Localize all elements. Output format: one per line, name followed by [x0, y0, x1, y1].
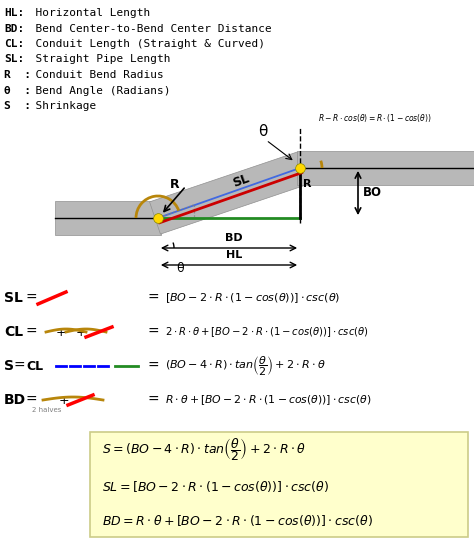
Text: BD:: BD:: [4, 23, 24, 34]
Text: Straight Pipe Length: Straight Pipe Length: [22, 55, 171, 64]
Text: $SL=\left[BO-2\cdot R\cdot(1-cos(\theta))\right]\cdot csc(\theta)$: $SL=\left[BO-2\cdot R\cdot(1-cos(\theta)…: [102, 479, 329, 494]
Text: +: +: [76, 326, 87, 339]
Text: Bend Angle (Radians): Bend Angle (Radians): [22, 85, 171, 96]
Text: +: +: [59, 393, 70, 406]
FancyBboxPatch shape: [90, 432, 468, 537]
Text: Shrinkage: Shrinkage: [22, 101, 96, 111]
Text: HL: HL: [226, 250, 242, 260]
Text: CL: CL: [26, 360, 43, 373]
Text: Conduit Bend Radius: Conduit Bend Radius: [22, 70, 164, 80]
Text: $(BO-4\cdot R)\cdot tan\left(\dfrac{\theta}{2}\right)+2\cdot R\cdot\theta$: $(BO-4\cdot R)\cdot tan\left(\dfrac{\the…: [165, 354, 326, 378]
Text: =: =: [26, 393, 37, 407]
Text: BD: BD: [4, 393, 26, 407]
Text: =: =: [14, 359, 26, 373]
Text: CL:: CL:: [4, 39, 24, 49]
Text: =: =: [26, 291, 37, 305]
Text: =: =: [148, 291, 160, 305]
Text: $R-R\cdot cos(\theta)=R\cdot(1-cos(\theta))$: $R-R\cdot cos(\theta)=R\cdot(1-cos(\thet…: [318, 112, 432, 124]
Text: θ: θ: [258, 124, 267, 140]
Text: SL:: SL:: [4, 55, 24, 64]
Text: Horizontal Length: Horizontal Length: [22, 8, 150, 18]
Text: =: =: [148, 393, 160, 407]
Text: HL:: HL:: [4, 8, 24, 18]
Text: S  :: S :: [4, 101, 31, 111]
Polygon shape: [297, 151, 474, 185]
Text: Bend Center-to-Bend Center Distance: Bend Center-to-Bend Center Distance: [22, 23, 272, 34]
Polygon shape: [55, 201, 161, 235]
Text: R  :: R :: [4, 70, 31, 80]
Text: CL: CL: [4, 325, 23, 339]
Text: =: =: [148, 325, 160, 339]
Text: =: =: [26, 325, 37, 339]
Text: $\left[BO-2\cdot R\cdot(1-cos(\theta))\right]\cdot csc(\theta)$: $\left[BO-2\cdot R\cdot(1-cos(\theta))\r…: [165, 291, 340, 305]
Text: $S=(BO-4\cdot R)\cdot tan\left(\dfrac{\theta}{2}\right)+2\cdot R\cdot\theta$: $S=(BO-4\cdot R)\cdot tan\left(\dfrac{\t…: [102, 437, 306, 464]
Text: =: =: [148, 359, 160, 373]
Text: SL: SL: [4, 291, 23, 305]
Text: S: S: [4, 359, 14, 373]
Text: SL: SL: [231, 172, 251, 190]
Text: $BD=R\cdot\theta+\left[BO-2\cdot R\cdot(1-cos(\theta))\right]\cdot csc(\theta)$: $BD=R\cdot\theta+\left[BO-2\cdot R\cdot(…: [102, 512, 373, 527]
Text: $2\cdot R\cdot\theta+\left[BO-2\cdot R\cdot(1-cos(\theta))\right]\cdot csc(\thet: $2\cdot R\cdot\theta+\left[BO-2\cdot R\c…: [165, 325, 369, 339]
Text: R: R: [170, 177, 180, 190]
Text: Conduit Length (Straight & Curved): Conduit Length (Straight & Curved): [22, 39, 265, 49]
Text: θ  :: θ :: [4, 85, 31, 96]
Text: θ: θ: [176, 261, 183, 274]
Text: $R\cdot\theta+\left[BO-2\cdot R\cdot(1-cos(\theta))\right]\cdot csc(\theta)$: $R\cdot\theta+\left[BO-2\cdot R\cdot(1-c…: [165, 393, 372, 407]
Text: BD: BD: [225, 233, 243, 243]
Text: BO: BO: [363, 187, 382, 200]
Text: R: R: [303, 179, 311, 189]
Text: 2 halves: 2 halves: [32, 407, 62, 413]
Polygon shape: [150, 152, 309, 234]
Text: +: +: [56, 326, 67, 339]
